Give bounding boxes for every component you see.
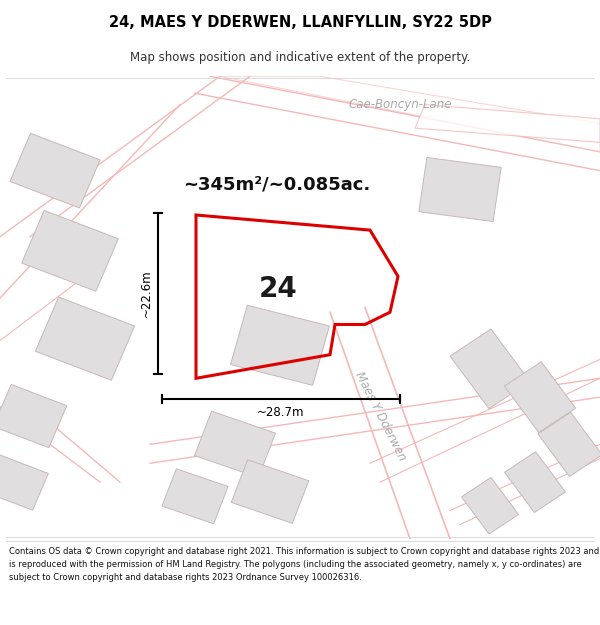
Polygon shape (220, 76, 600, 152)
Polygon shape (538, 412, 600, 476)
Text: 24, MAES Y DDERWEN, LLANFYLLIN, SY22 5DP: 24, MAES Y DDERWEN, LLANFYLLIN, SY22 5DP (109, 16, 491, 31)
Polygon shape (230, 305, 329, 385)
Text: Maes Y Dderwen: Maes Y Dderwen (352, 369, 408, 463)
Text: ~22.6m: ~22.6m (139, 269, 152, 317)
Text: Cae-Boncyn-Lane: Cae-Boncyn-Lane (348, 98, 452, 111)
Polygon shape (415, 104, 600, 142)
Polygon shape (35, 297, 134, 380)
Text: Map shows position and indicative extent of the property.: Map shows position and indicative extent… (130, 51, 470, 64)
Text: ~345m²/~0.085ac.: ~345m²/~0.085ac. (183, 176, 370, 194)
Polygon shape (162, 469, 228, 524)
Polygon shape (231, 460, 309, 523)
Text: ~28.7m: ~28.7m (257, 406, 305, 419)
Text: 24: 24 (259, 274, 298, 302)
Polygon shape (0, 454, 49, 510)
Polygon shape (419, 158, 501, 221)
Polygon shape (22, 211, 118, 291)
Polygon shape (0, 384, 67, 448)
Text: Contains OS data © Crown copyright and database right 2021. This information is : Contains OS data © Crown copyright and d… (9, 548, 599, 582)
Polygon shape (505, 362, 575, 432)
Polygon shape (461, 478, 518, 534)
Polygon shape (194, 411, 275, 478)
Polygon shape (505, 452, 565, 512)
Polygon shape (450, 329, 530, 409)
Polygon shape (10, 133, 100, 208)
